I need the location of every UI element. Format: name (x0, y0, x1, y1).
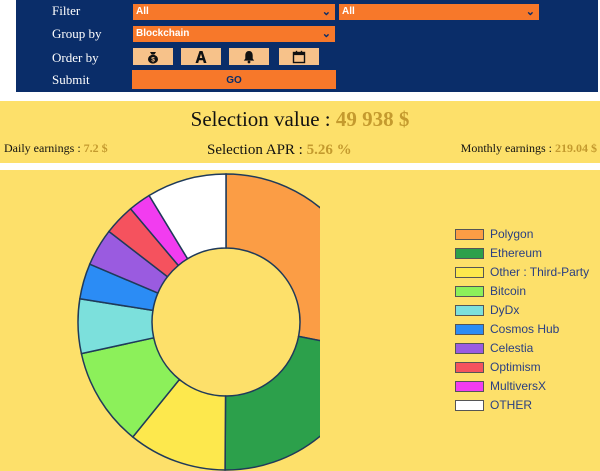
legend-swatch (455, 343, 484, 354)
legend-item-bitcoin[interactable]: Bitcoin (455, 284, 600, 303)
legend-label: MultiversX (490, 379, 547, 393)
legend-label: Cosmos Hub (490, 322, 560, 336)
svg-text:$: $ (151, 56, 155, 63)
chevron-down-icon: ⌄ (321, 6, 331, 18)
chart-panel: Polygon Ethereum Other : Third-Party Bitcoi… (0, 170, 600, 471)
legend-item-celestia[interactable]: Celestia (455, 341, 600, 360)
monthly-earnings: Monthly earnings : 219.04 $ (461, 141, 597, 156)
monthly-earnings-value: 219.04 $ (555, 141, 597, 155)
order-by-value-button[interactable]: $ (132, 47, 174, 66)
legend-label: Polygon (490, 227, 534, 241)
calendar-icon (292, 50, 306, 63)
submit-label: Submit (52, 72, 90, 87)
legend-swatch (455, 248, 484, 259)
chevron-down-icon: ⌄ (321, 28, 331, 40)
chevron-down-icon: ⌄ (525, 6, 535, 18)
daily-earnings-label: Daily earnings : (4, 141, 81, 155)
letter-a-icon (195, 50, 207, 63)
slice-polygon[interactable] (225, 173, 320, 351)
selection-apr: Selection APR : 5.26 % (207, 142, 352, 159)
filter-label: Filter (52, 3, 81, 18)
legend-swatch (455, 400, 484, 411)
legend-label: Other : Third-Party (490, 265, 590, 279)
legend-item-dydx[interactable]: DyDx (455, 303, 600, 322)
slice-other[interactable] (148, 173, 227, 260)
legend-swatch (455, 229, 484, 240)
filter-select-2-value: All (342, 6, 355, 17)
filter-select-2[interactable]: All ⌄ (338, 3, 540, 21)
legend-item-optimism[interactable]: Optimism (455, 360, 600, 379)
legend-item-cosmos-hub[interactable]: Cosmos Hub (455, 322, 600, 341)
group-by-select[interactable]: Blockchain ⌄ (132, 25, 336, 43)
chart-legend: Polygon Ethereum Other : Third-Party Bitcoi… (455, 227, 600, 417)
legend-swatch (455, 324, 484, 335)
filter-select-1-value: All (136, 6, 149, 17)
monthly-earnings-label: Monthly earnings : (460, 141, 552, 155)
legend-item-other[interactable]: OTHER (455, 398, 600, 417)
legend-label: Optimism (490, 360, 541, 374)
bell-icon (243, 50, 255, 63)
order-by-name-button[interactable] (180, 47, 222, 66)
daily-earnings: Daily earnings : 7.2 $ (4, 141, 108, 156)
money-bag-icon: $ (148, 51, 158, 64)
group-by-value: Blockchain (136, 28, 190, 39)
legend-swatch (455, 267, 484, 278)
legend-swatch (455, 286, 484, 297)
legend-item-multiversx[interactable]: MultiversX (455, 379, 600, 398)
filter-form: Filter All ⌄ All ⌄ Group by Blockchain ⌄… (16, 0, 598, 92)
legend-label: Ethereum (490, 246, 543, 260)
selection-value-amount: 49 938 $ (335, 107, 410, 131)
legend-swatch (455, 381, 484, 392)
order-by-label: Order by (52, 50, 99, 65)
go-button[interactable]: GO (132, 70, 336, 89)
selection-value-line: Selection value : 49 938 $ (0, 107, 600, 132)
legend-label: Bitcoin (490, 284, 527, 298)
order-by-date-button[interactable] (278, 47, 320, 66)
order-by-alert-button[interactable] (228, 47, 270, 66)
selection-apr-value: 5.26 % (306, 142, 352, 158)
legend-item-other-third-party[interactable]: Other : Third-Party (455, 265, 600, 284)
filter-select-1[interactable]: All ⌄ (132, 3, 336, 21)
selection-apr-label: Selection APR : (207, 142, 303, 158)
legend-swatch (455, 362, 484, 373)
legend-label: Celestia (490, 341, 534, 355)
legend-label: OTHER (490, 398, 532, 412)
legend-label: DyDx (490, 303, 520, 317)
selection-value-label: Selection value : (190, 107, 331, 131)
group-by-label: Group by (52, 26, 102, 41)
legend-item-polygon[interactable]: Polygon (455, 227, 600, 246)
donut-chart (77, 173, 320, 471)
daily-earnings-value: 7.2 $ (83, 141, 108, 155)
slice-ethereum[interactable] (224, 335, 320, 471)
summary-panel: Selection value : 49 938 $ Daily earning… (0, 101, 600, 163)
legend-item-ethereum[interactable]: Ethereum (455, 246, 600, 265)
legend-swatch (455, 305, 484, 316)
